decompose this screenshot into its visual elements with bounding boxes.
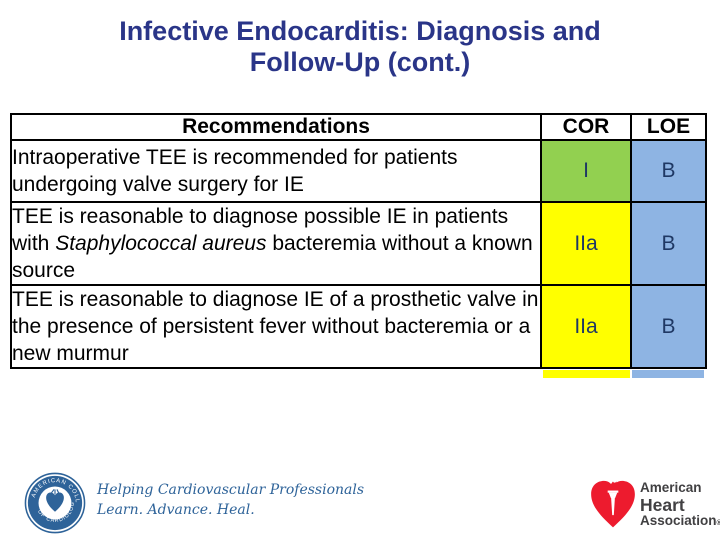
header-recommendations: Recommendations [10,113,542,141]
acc-tagline-line1: Helping Cardiovascular Professionals [97,482,365,498]
recommendation-text-pre: TEE is reasonable to diagnose possible I… [12,205,509,255]
aha-heart-torch-icon [591,480,635,528]
table-row: Intraoperative TEE is recommended for pa… [10,139,707,203]
loe-cell-overhang [632,370,704,378]
loe-value: B [630,139,707,203]
slide-title-line1: Infective Endocarditis: Diagnosis and [119,16,601,46]
recommendation-text: TEE is reasonable to diagnose possible I… [10,201,542,286]
acc-tagline: Helping Cardiovascular Professionals Lea… [97,480,364,520]
slide-title-line2: Follow-Up (cont.) [249,47,471,77]
acc-seal-icon: AMERICAN COLLEGE OF CARDIOLOGY [24,472,86,534]
header-cor: COR [540,113,632,141]
header-loe: LOE [630,113,707,141]
acc-seal-heart [46,492,64,512]
cor-value: IIa [540,201,632,286]
loe-value: B [630,284,707,369]
aha-wordmark-line1: American [640,480,702,495]
cor-value: I [540,139,632,203]
aha-wordmark-line3: Association® [640,513,720,529]
recommendations-table: Recommendations COR LOE Intraoperative T… [10,113,707,369]
registered-mark: ® [716,520,720,528]
aha-wordmark-line2: Heart [640,494,685,515]
table-header-row: Recommendations COR LOE [10,113,707,141]
recommendation-text-italic: Staphylococcal aureus [55,232,267,255]
recommendation-text: Intraoperative TEE is recommended for pa… [10,139,542,203]
cor-cell-overhang [543,370,630,378]
acc-tagline-line2: Learn. Advance. Heal. [97,502,255,518]
cor-value: IIa [540,284,632,369]
loe-value: B [630,201,707,286]
slide-title: Infective Endocarditis: Diagnosis and Fo… [0,16,720,78]
table-row: TEE is reasonable to diagnose possible I… [10,201,707,286]
recommendation-text: TEE is reasonable to diagnose IE of a pr… [10,284,542,369]
table-row: TEE is reasonable to diagnose IE of a pr… [10,284,707,369]
recommendation-text-post: bacteremia without a known source [12,232,533,282]
aha-wordmark: American Heart Association® [640,480,720,529]
